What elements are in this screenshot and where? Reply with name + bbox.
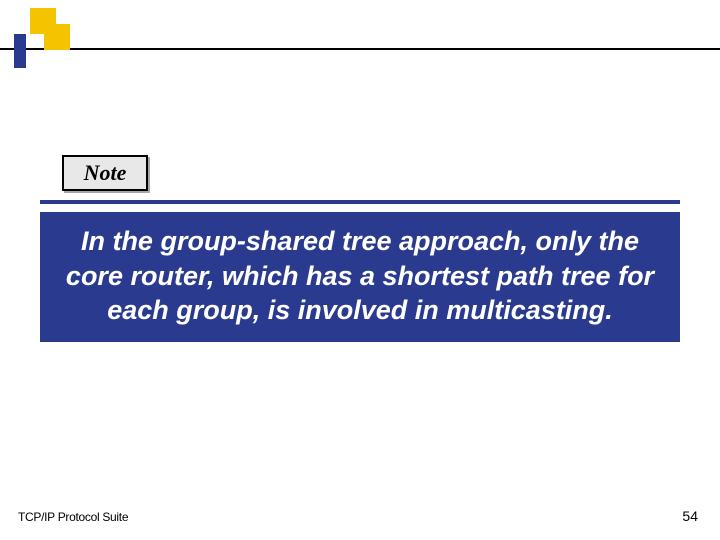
deco-blue-bar <box>14 34 26 68</box>
footer-page-number: 54 <box>682 508 698 524</box>
note-label: Note <box>84 160 127 186</box>
deco-horizontal-line <box>0 48 720 50</box>
footer-source: TCP/IP Protocol Suite <box>18 510 128 524</box>
deco-yellow-square-front <box>44 24 70 50</box>
divider-line <box>40 200 680 204</box>
note-box: Note <box>62 155 148 191</box>
main-callout-text: In the group-shared tree approach, only … <box>66 226 654 325</box>
main-callout: In the group-shared tree approach, only … <box>40 212 680 342</box>
